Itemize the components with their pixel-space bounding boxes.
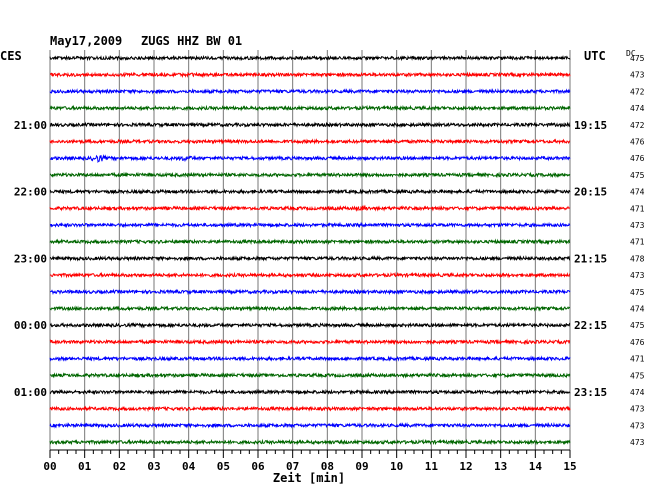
dc-value: 472	[630, 87, 645, 96]
x-tick-label: 12	[459, 460, 472, 473]
minute-gridlines	[49, 50, 571, 450]
left-time-label: 21:00	[14, 119, 47, 132]
trace-12	[49, 238, 571, 246]
x-tick-label: 05	[217, 460, 230, 473]
dc-value: 474	[630, 104, 645, 113]
left-time-label: 23:00	[14, 252, 47, 265]
dc-value: 475	[630, 171, 645, 180]
time-labels: 21:00 22:00 23:00 00:00 01:00 19:15 20:15 21:15…	[14, 119, 607, 399]
trace-24	[49, 438, 571, 446]
right-time-label: 20:15	[574, 186, 607, 199]
dc-value: 473	[630, 438, 645, 447]
dc-value: 474	[630, 388, 645, 397]
x-tick-label: 11	[425, 460, 439, 473]
left-timezone-label: CES	[0, 49, 22, 63]
x-tick-label: 06	[251, 460, 265, 473]
trace-7	[49, 154, 571, 164]
dc-header-label: DC	[626, 49, 636, 58]
right-time-label: 19:15	[574, 119, 607, 132]
dc-value: 473	[630, 421, 645, 430]
trace-14	[49, 271, 571, 279]
trace-19	[49, 355, 571, 362]
trace-2	[49, 71, 571, 79]
trace-20	[49, 371, 571, 379]
trace-3	[49, 87, 571, 95]
x-tick-label: 00	[43, 460, 56, 473]
dc-value: 478	[630, 254, 645, 263]
trace-4	[49, 104, 571, 112]
right-timezone-label: UTC	[584, 49, 606, 63]
x-tick-label: 03	[147, 460, 160, 473]
dc-value: 476	[630, 154, 645, 163]
trace-21	[49, 388, 571, 396]
trace-11	[49, 221, 571, 229]
x-tick-label: 15	[563, 460, 576, 473]
dc-value: 475	[630, 321, 645, 330]
x-tick-label: 04	[182, 460, 196, 473]
dc-value: 473	[630, 221, 645, 230]
date-label: May17,2009	[50, 34, 122, 48]
trace-15	[50, 288, 571, 296]
trace-22	[49, 405, 571, 413]
dc-values: 475 473 472 474 472 476 476 475 474 471 473 471 478 4…	[630, 54, 645, 447]
dc-value: 473	[630, 271, 645, 280]
dc-value: 473	[630, 71, 645, 80]
left-time-label: 00:00	[14, 319, 47, 332]
left-time-label: 01:00	[14, 386, 47, 399]
x-tick-label: 10	[390, 460, 403, 473]
x-axis: 00 01 02 03 04 05 06 07 08 09 10 11 12 13 14 15	[43, 449, 577, 473]
trace-10	[49, 204, 571, 212]
dc-value: 476	[630, 138, 645, 147]
dc-value: 473	[630, 405, 645, 414]
right-time-label: 23:15	[574, 386, 607, 399]
trace-16	[49, 305, 570, 312]
x-tick-label: 08	[321, 460, 334, 473]
trace-group	[49, 54, 571, 446]
left-time-label: 22:00	[14, 186, 47, 199]
right-time-label: 22:15	[574, 319, 607, 332]
dc-value: 471	[630, 238, 645, 247]
dc-value: 475	[630, 54, 645, 63]
x-tick-label: 09	[355, 460, 368, 473]
trace-18	[49, 338, 571, 346]
trace-8	[49, 171, 571, 179]
trace-1	[49, 54, 571, 62]
dc-value: 475	[630, 288, 645, 297]
trace-5	[49, 121, 571, 129]
dc-value: 471	[630, 355, 645, 364]
x-tick-label: 07	[286, 460, 299, 473]
dc-value: 474	[630, 305, 645, 314]
dc-value: 475	[630, 371, 645, 380]
trace-6	[49, 138, 571, 145]
x-tick-label: 01	[78, 460, 92, 473]
x-tick-label: 13	[494, 460, 507, 473]
x-axis-label: Zeit [min]	[273, 471, 345, 485]
trace-9	[49, 188, 571, 195]
trace-17	[49, 321, 571, 329]
x-tick-label: 14	[529, 460, 543, 473]
right-time-label: 21:15	[574, 252, 607, 265]
trace-23	[49, 421, 571, 429]
station-label: ZUGS HHZ BW 01	[141, 34, 242, 48]
x-tick-label: 02	[113, 460, 126, 473]
trace-13	[49, 254, 571, 262]
dc-value: 474	[630, 188, 645, 197]
dc-value: 472	[630, 121, 645, 130]
dc-value: 476	[630, 338, 645, 347]
dc-value: 471	[630, 204, 645, 213]
